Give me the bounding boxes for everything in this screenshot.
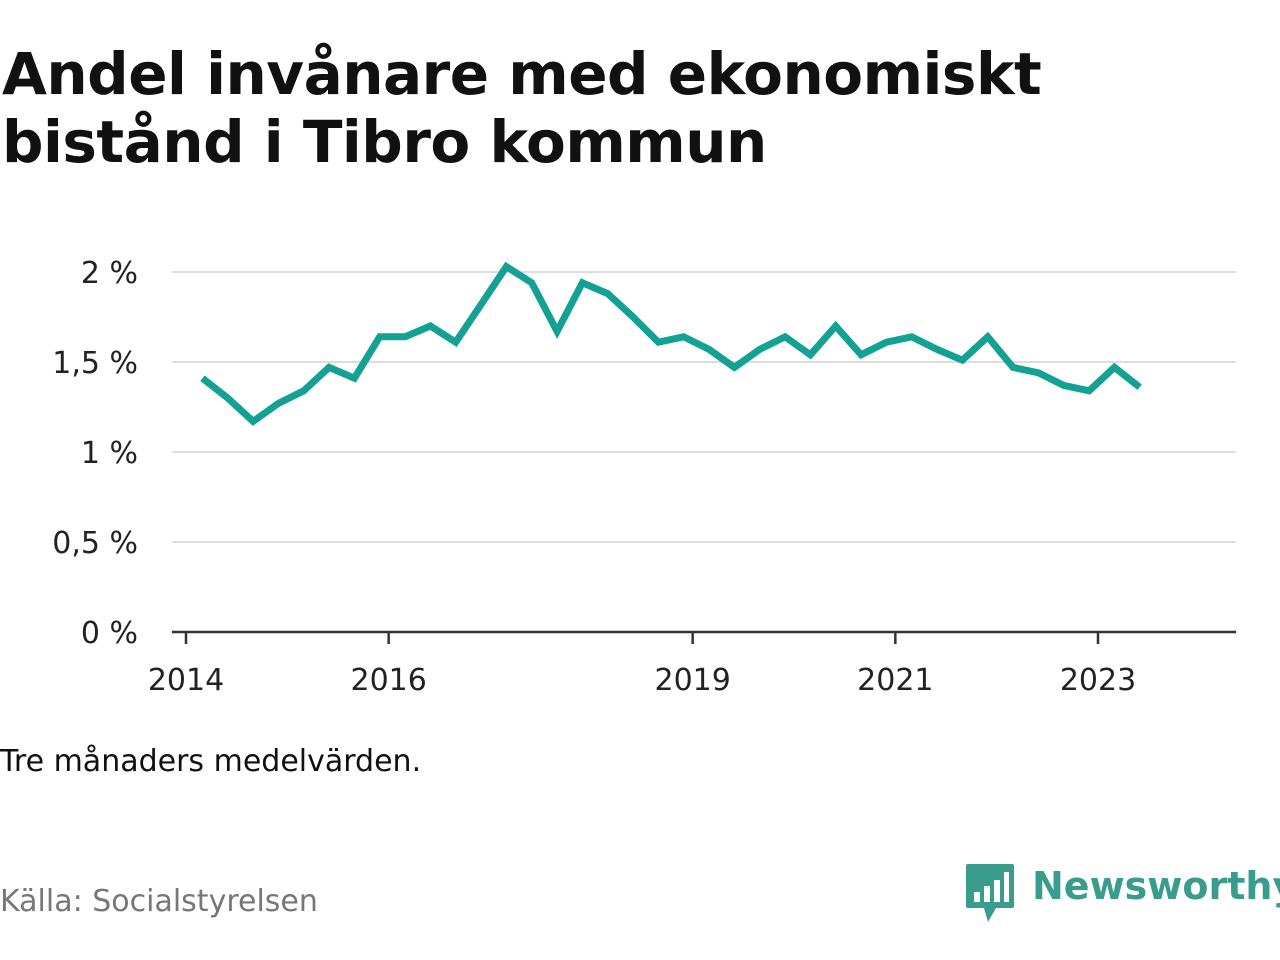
bar-chart-speech-bubble-icon	[966, 864, 1014, 922]
series	[200, 261, 1142, 426]
chart-note: Tre månaders medelvärden.	[0, 744, 422, 779]
chart-title: Andel invånare med ekonomiskt bistånd i …	[2, 40, 1042, 176]
brand-name: Newsworthy	[1032, 864, 1280, 908]
x-tick-label: 2023	[1060, 663, 1136, 698]
y-tick-label: 0 %	[81, 616, 138, 651]
x-axis: 2014 2016 2019 2021 2023	[148, 630, 1236, 698]
x-tick-label: 2019	[654, 663, 730, 698]
line-chart: 2 % 1,5 % 1 % 0,5 % 0 % 2014 2016 2019 2021 2023	[52, 256, 1236, 698]
y-tick-label: 1 %	[81, 436, 138, 471]
source-credit: Källa: Socialstyrelsen	[0, 884, 318, 919]
series-line	[200, 261, 1142, 426]
grid	[172, 271, 1236, 543]
y-axis: 2 % 1,5 % 1 % 0,5 % 0 %	[52, 256, 138, 651]
x-tick-label: 2014	[148, 663, 224, 698]
y-tick-label: 1,5 %	[52, 346, 138, 381]
x-tick-label: 2016	[350, 663, 426, 698]
y-tick-label: 2 %	[81, 256, 138, 291]
y-tick-label: 0,5 %	[52, 526, 138, 561]
x-tick-label: 2021	[857, 663, 933, 698]
